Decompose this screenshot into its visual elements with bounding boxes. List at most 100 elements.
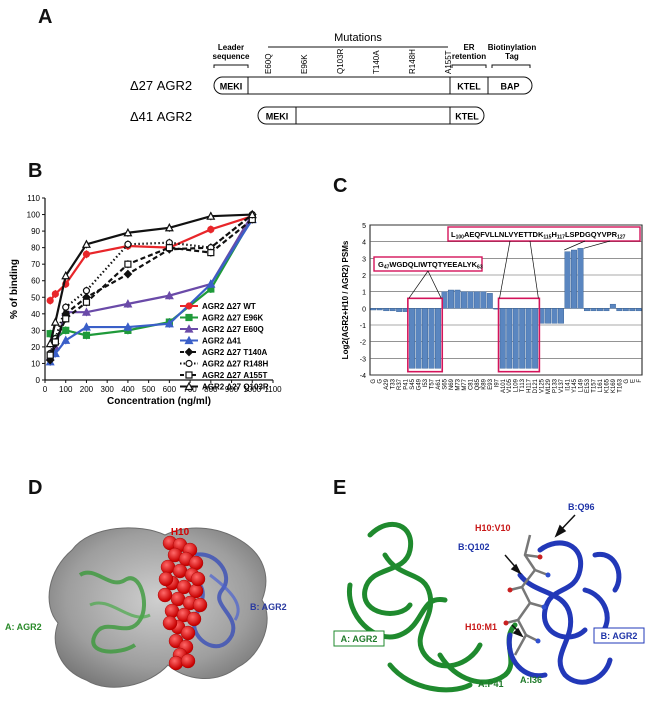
x-tick-label: G (378, 379, 384, 384)
psm-bar (603, 308, 610, 312)
psm-bar (622, 308, 629, 312)
series-line (49, 213, 253, 361)
biotin-bracket (491, 64, 531, 68)
psm-bar (512, 308, 519, 369)
x-tick-label: F (637, 379, 643, 383)
x-tick-label: 500 (142, 385, 156, 394)
series-line (49, 213, 254, 358)
psm-bar (499, 308, 506, 369)
h10-atom-sphere (162, 615, 178, 631)
psm-bar (596, 308, 603, 312)
x-tick-label: L161 (598, 378, 604, 392)
data-point (185, 371, 193, 379)
label-h10: H10 (171, 527, 190, 538)
leader-label-line2: sequence (213, 52, 250, 61)
data-point (61, 335, 71, 344)
psm-bar (616, 308, 623, 312)
chain-a-green-ribbon (347, 521, 518, 693)
data-point (123, 269, 133, 279)
chain-b-blue-ribbon (506, 540, 622, 685)
panel-letter-b: B (28, 160, 43, 182)
x-tick-label: V105 (507, 378, 513, 393)
box-chain-b-label: B: AGR2 (601, 631, 638, 641)
data-point (164, 223, 174, 232)
series-line (49, 213, 253, 344)
y-tick-label: -3 (360, 356, 366, 363)
series-group (46, 215, 256, 360)
x-tick-label: 1100 (264, 385, 282, 394)
y-tick-label: 3 (362, 256, 366, 263)
psm-bar (422, 308, 428, 369)
construct2-name: Δ41 AGR2 (130, 109, 192, 124)
dimer-surface (48, 527, 268, 688)
data-point (81, 239, 91, 248)
h10-peptide-spheres (157, 535, 208, 671)
er-bracket (451, 64, 487, 68)
psm-bar (396, 308, 403, 312)
annotation-text-1: G47WGDQLIWTQTYEEALYK63 (378, 260, 483, 271)
x-tick-label: D121 (533, 378, 539, 393)
x-tick-label: S45 (410, 378, 416, 389)
x-tick-label: G (371, 379, 377, 384)
psm-bar (454, 289, 461, 309)
y-tick-label: 60 (31, 277, 40, 286)
data-point (123, 299, 133, 308)
annotation-leader-2a (499, 240, 511, 299)
x-tick-label: H117 (527, 378, 533, 393)
x-tick-label: I53 (423, 378, 429, 387)
y-tick-label: 110 (27, 194, 40, 203)
psm-bar (635, 308, 642, 312)
psm-bar (558, 308, 564, 324)
legend-label: AGR2 Δ41 (202, 337, 242, 346)
highlight-region-1 (407, 297, 444, 373)
annotation-text-2: L100AEQFVLLNLVYETTDK115H117LSPDGQYVPR127 (451, 230, 626, 241)
mutation-label: R148H (408, 49, 417, 74)
mutation-label: A155T (444, 50, 453, 74)
panel-letter-a: A (38, 6, 53, 28)
x-tick-label: C81 (468, 378, 474, 390)
h10-peptide-atoms-blue (535, 572, 551, 644)
data-point (185, 313, 193, 322)
psm-bar (448, 289, 454, 309)
psm-bar (428, 308, 435, 369)
data-point (82, 250, 91, 258)
x-tick-label: G49 (417, 378, 423, 390)
psm-bar (571, 249, 577, 309)
series-group (46, 213, 256, 343)
y-tick-label: 100 (27, 211, 41, 220)
chain-a-ribbon-2 (89, 601, 151, 619)
x-tick-label: E (630, 379, 636, 383)
x-tick-label: 1000 (243, 385, 261, 394)
x-tick-label: M77 (462, 378, 468, 390)
series-group (45, 209, 257, 348)
data-point (247, 209, 257, 219)
y-tick-label: 70 (31, 260, 40, 269)
panel-e-structure: B:Q96 H10:V10 B:Q102 H10:M1 A:P41 A:I36 … (333, 502, 645, 693)
data-point (61, 270, 71, 280)
y-tick-label: 4 (362, 240, 366, 247)
construct1-name: Δ27 AGR2 (130, 78, 192, 93)
box-chain-a (333, 630, 385, 647)
legend-label: AGR2 Δ27 E96K (202, 314, 264, 323)
y-axis-label: Log2(AGR2+H10 / AGR2) PSMs (341, 240, 350, 359)
psm-bar (584, 308, 590, 312)
psm-bar (506, 308, 513, 369)
data-point (124, 260, 132, 268)
data-point (62, 303, 70, 311)
annotation-leader-1a (408, 270, 429, 299)
legend-label: AGR2 Δ27 T140A (202, 348, 268, 357)
data-point (51, 338, 59, 346)
x-tick-label: P41 (404, 378, 410, 389)
construct2-end: KTEL (455, 112, 479, 122)
chain-b-ribbon-2 (209, 573, 240, 621)
x-tick-label: G (624, 379, 630, 384)
mutation-label: Q103R (336, 48, 345, 74)
label-bq102: B:Q102 (458, 542, 490, 552)
data-point (62, 326, 70, 334)
psm-bar (376, 308, 383, 311)
legend-label: AGR2 Δ27 Q103R (202, 383, 269, 392)
construct2-start: MEKI (266, 112, 289, 122)
er-label-line1: ER (463, 43, 474, 52)
y-tick-label: 2 (362, 273, 366, 280)
